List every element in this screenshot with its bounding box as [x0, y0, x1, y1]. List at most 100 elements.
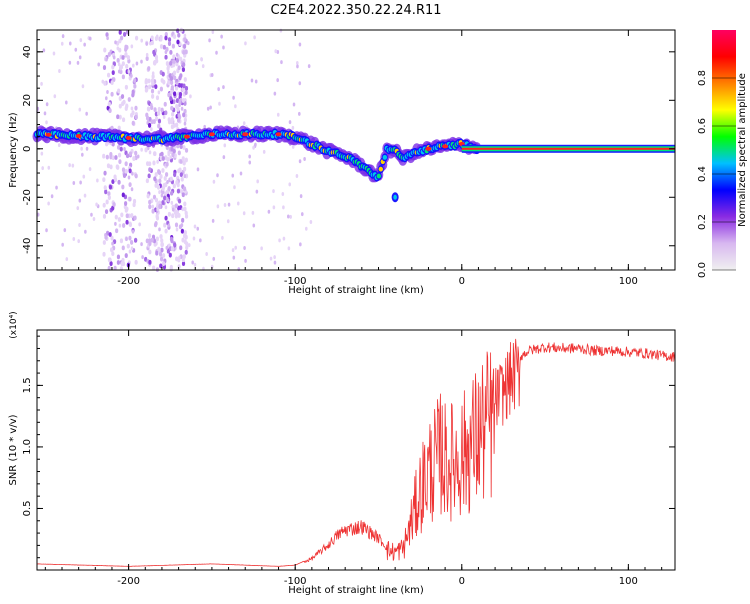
spectrogram-noise-dot	[200, 57, 203, 62]
spectrogram-noise-dot	[112, 55, 116, 60]
spectrogram-noise-dot	[108, 184, 113, 190]
spectrogram-noise-dot	[71, 163, 75, 168]
spectrogram-noise-dot	[119, 35, 124, 41]
ridge-peak	[378, 166, 384, 172]
spectrogram-noise-dot	[45, 228, 48, 233]
spectrogram-noise-dot	[111, 205, 115, 211]
spectrogram-noise-dot	[169, 236, 174, 242]
spectrogram-noise-dot	[273, 255, 276, 260]
spectrogram-noise-dot	[145, 238, 149, 244]
spectrogram-noise-dot	[156, 110, 161, 116]
spectrogram-noise-dot	[218, 101, 221, 106]
spectrogram-noise-dot	[185, 245, 189, 251]
colorbar-tick-label: 0.4	[697, 166, 708, 182]
spectrogram-noise-dot	[154, 54, 159, 60]
spectrogram-noise-dot	[61, 34, 65, 39]
spectrogram-noise-dot	[272, 205, 276, 210]
spectrogram-noise-dot	[227, 202, 231, 207]
spectrogram-noise-dot	[116, 57, 120, 63]
spectrogram-noise-dot	[125, 219, 129, 225]
spectrogram-noise-dot	[112, 239, 117, 244]
spectrogram-noise-dot	[231, 173, 235, 178]
snr-y-tick-label: 1.5	[22, 377, 33, 393]
spectrogram-noise-dot	[161, 71, 165, 77]
spectrogram-noise-dot	[184, 249, 188, 255]
spectrogram-noise-dot	[182, 160, 186, 166]
spectrogram-noise-dot	[163, 101, 167, 107]
spectrogram-noise-dot	[211, 218, 215, 223]
spectrogram-noise-dot	[170, 85, 174, 90]
spectrogram-noise-dot	[177, 150, 181, 156]
spectrogram-x-ticks: -200 -100 0 100	[44, 30, 663, 287]
colorbar: 0.0 0.2 0.4 0.6 0.8 Normalized spectral ampl…	[697, 30, 748, 278]
spectrogram-noise-dot	[168, 252, 172, 258]
spectrogram-noise-dot	[151, 208, 155, 214]
spectrogram-noise-dot	[109, 164, 113, 170]
ridge-max	[442, 144, 449, 149]
spectrogram-noise-dot	[45, 102, 49, 107]
spectrogram-noise-dot	[251, 210, 255, 215]
spectrogram-noise-dot	[40, 81, 43, 86]
spectrogram-noise-dot	[157, 246, 161, 252]
spectrogram-noise-dot	[216, 173, 219, 178]
spectrogram-noise-dot	[151, 94, 155, 99]
spectrogram-x-tick-label: 0	[459, 276, 465, 287]
spectrogram-noise-dot	[103, 47, 107, 53]
spectrogram-y-tick-label: 40	[22, 45, 33, 58]
spectrogram-x-tick-label: -200	[117, 276, 140, 287]
spectrogram-noise-dot	[181, 207, 185, 212]
spectrogram-noise-dot	[65, 257, 69, 262]
spectrogram-noise-dot	[102, 65, 107, 70]
spectrogram-noise-dot	[184, 49, 188, 55]
spectrogram-noise-dot	[109, 247, 114, 253]
spectrogram-ridge-layer	[32, 125, 675, 203]
spectrogram-noise-dot	[164, 172, 169, 177]
spectrogram-noise-dot	[272, 189, 275, 194]
spectrogram-noise-dot	[276, 49, 280, 54]
spectrogram-noise-dot	[115, 228, 119, 234]
spectrogram-noise-dot	[145, 86, 149, 92]
spectrogram-noise-dot	[118, 114, 122, 120]
spectrogram-noise-dot	[108, 108, 112, 114]
spectrogram-noise-dot	[211, 30, 215, 35]
spectrogram-noise-dot	[105, 154, 109, 160]
spectrogram-noise-dot	[177, 205, 181, 211]
spectrogram-noise-dot	[148, 249, 152, 255]
spectrogram-noise-dot	[134, 150, 138, 156]
spectrogram-noise-dot	[45, 120, 48, 125]
spectrogram-noise-dot	[110, 91, 114, 97]
spectrogram-noise-dot	[155, 95, 160, 101]
spectrogram-noise-dot	[177, 32, 181, 38]
spectrogram-noise-dot	[156, 184, 161, 190]
spectrogram-noise-dot	[167, 80, 171, 86]
spectrogram-noise-dot	[132, 63, 135, 68]
spectrogram-noise-dot	[163, 195, 167, 201]
spectrogram-noise-dot	[232, 95, 235, 100]
spectrogram-noise-dot	[107, 195, 111, 201]
spectrogram-noise-dot	[107, 101, 111, 107]
spectrogram-noise-dot	[65, 100, 68, 105]
spectrogram-noise-dot	[183, 166, 187, 172]
spectrogram-noise-dot	[144, 78, 148, 83]
snr-frame	[36, 329, 676, 571]
spectrogram-noise-dot	[160, 242, 164, 248]
snr-y-axis-label: SNR (10 * v/v)	[8, 414, 19, 485]
spectrogram-noise-dot	[175, 122, 179, 128]
spectrogram-noise-dot	[43, 111, 47, 116]
spectrogram-noise-dot	[178, 255, 181, 260]
spectrogram-noise-dot	[167, 223, 171, 228]
spectrogram-noise-dot	[118, 65, 123, 71]
spectrogram-noise-dot	[184, 147, 189, 153]
spectrogram-noise-dot	[267, 209, 271, 214]
spectrogram-noise-dot	[287, 246, 291, 251]
spectrogram-noise-dot	[116, 254, 121, 260]
spectrogram-noise-dot	[183, 33, 187, 38]
spectrogram-noise-dot	[203, 124, 206, 129]
spectrogram-noise-dot	[83, 42, 86, 47]
snr-x-tick-label: 0	[459, 576, 465, 587]
spectrogram-noise-dot	[296, 64, 299, 69]
spectrogram-noise-dot	[119, 238, 124, 244]
spectrogram-noise-dot	[104, 189, 108, 195]
spectrogram-noise-dot	[84, 229, 87, 234]
spectrogram-noise-dot	[105, 57, 108, 62]
